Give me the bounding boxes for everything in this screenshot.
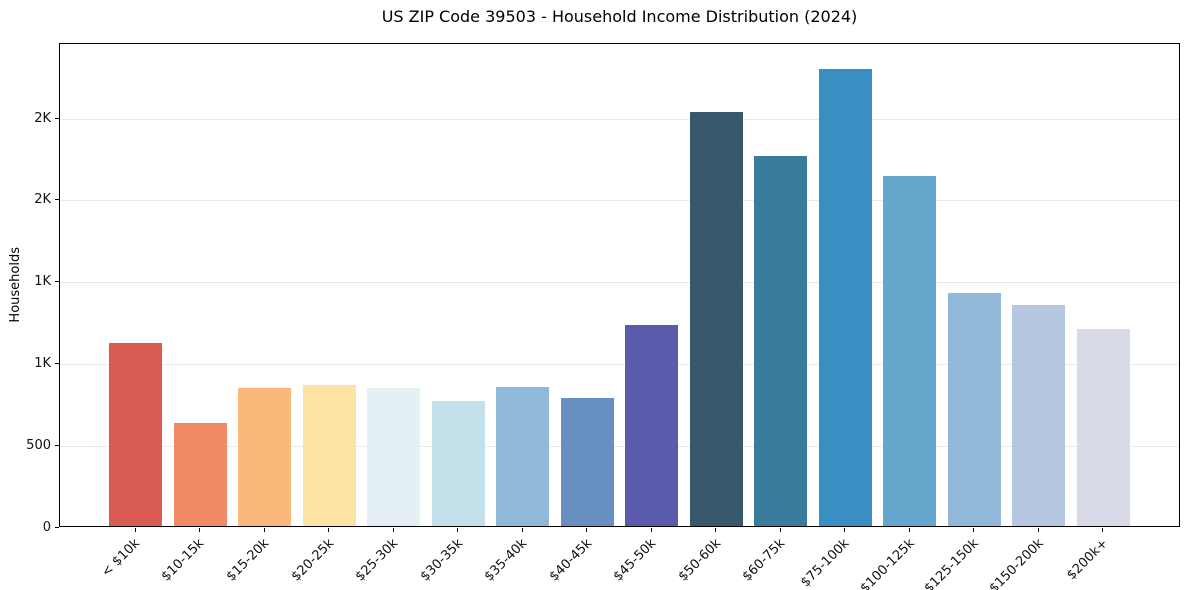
y-tick-mark xyxy=(55,363,59,365)
bar-20-25k xyxy=(302,385,356,526)
bar-125-150k xyxy=(947,292,1001,526)
x-tick-mark xyxy=(199,528,201,532)
x-tick-label-text: $125-150k xyxy=(921,536,982,590)
bar-15-20k xyxy=(238,387,292,526)
y-tick-label: 500 xyxy=(26,438,51,454)
y-tick-label: 1K xyxy=(34,274,51,290)
x-tick-mark xyxy=(1037,528,1039,532)
x-tick-label-text: $200k+ xyxy=(1064,536,1112,584)
x-tick-mark xyxy=(1102,528,1104,532)
x-tick-label-text: < $10k xyxy=(99,536,144,581)
x-tick-label-text: $150-200k xyxy=(986,536,1047,590)
x-tick-label-text: $35-40k xyxy=(481,536,531,585)
x-tick-mark xyxy=(263,528,265,532)
x-tick-mark xyxy=(457,528,459,532)
y-tick-label: 0 xyxy=(42,520,51,535)
bar-200k xyxy=(1076,328,1130,526)
x-tick-mark xyxy=(134,528,136,532)
y-tick-label: 1K xyxy=(34,356,51,372)
y-tick-mark xyxy=(55,527,59,528)
x-tick-mark xyxy=(779,528,781,532)
bar-35-40k xyxy=(496,386,550,526)
x-tick-label-text: $100-125k xyxy=(857,536,918,590)
y-tick-label: 2K xyxy=(34,110,51,126)
gridline xyxy=(60,364,1179,366)
bar-10-15k xyxy=(173,422,227,526)
x-tick-mark xyxy=(521,528,523,532)
x-tick-mark xyxy=(844,528,846,532)
x-tick-label-text: $10-15k xyxy=(159,536,208,585)
bar-40-45k xyxy=(560,398,614,526)
x-tick-label-text: $50-60k xyxy=(675,536,724,585)
y-tick-label: 2K xyxy=(34,192,51,208)
x-tick-mark xyxy=(908,528,910,532)
x-tick-label-text: $20-25k xyxy=(288,536,337,585)
y-tick-mark xyxy=(55,281,59,283)
bar-30-35k xyxy=(431,400,485,526)
chart-title: US ZIP Code 39503 - Household Income Dis… xyxy=(381,7,858,26)
bar-45-50k xyxy=(625,325,679,526)
x-tick-mark xyxy=(586,528,588,532)
x-tick-mark xyxy=(973,528,975,532)
bar-150-200k xyxy=(1012,304,1066,526)
x-tick-label-text: $45-50k xyxy=(610,536,660,585)
x-tick-label-text: $25-30k xyxy=(352,536,402,585)
gridline xyxy=(60,200,1179,202)
x-tick-mark xyxy=(650,528,652,532)
x-tick-label-text: $15-20k xyxy=(223,536,273,585)
x-tick-mark xyxy=(328,528,330,532)
bar-50-60k xyxy=(689,111,743,526)
y-tick-mark xyxy=(55,199,59,201)
y-tick-mark xyxy=(55,445,59,447)
plot-area xyxy=(59,43,1180,527)
gridline xyxy=(60,282,1179,284)
bar-100-125k xyxy=(883,175,937,526)
gridline xyxy=(60,446,1179,448)
x-tick-label-text: $30-35k xyxy=(417,536,466,585)
x-tick-label-text: $75-100k xyxy=(798,536,853,590)
bar-60-75k xyxy=(754,155,808,526)
y-tick-mark xyxy=(55,117,59,119)
x-tick-mark xyxy=(392,528,394,532)
bar-10k xyxy=(109,342,162,526)
bar-25-30k xyxy=(367,388,421,526)
x-tick-label-text: $60-75k xyxy=(739,536,789,585)
x-tick-mark xyxy=(715,528,717,532)
bar-75-100k xyxy=(818,69,872,526)
gridline xyxy=(60,118,1179,120)
x-tick-label-text: $40-45k xyxy=(546,536,595,585)
